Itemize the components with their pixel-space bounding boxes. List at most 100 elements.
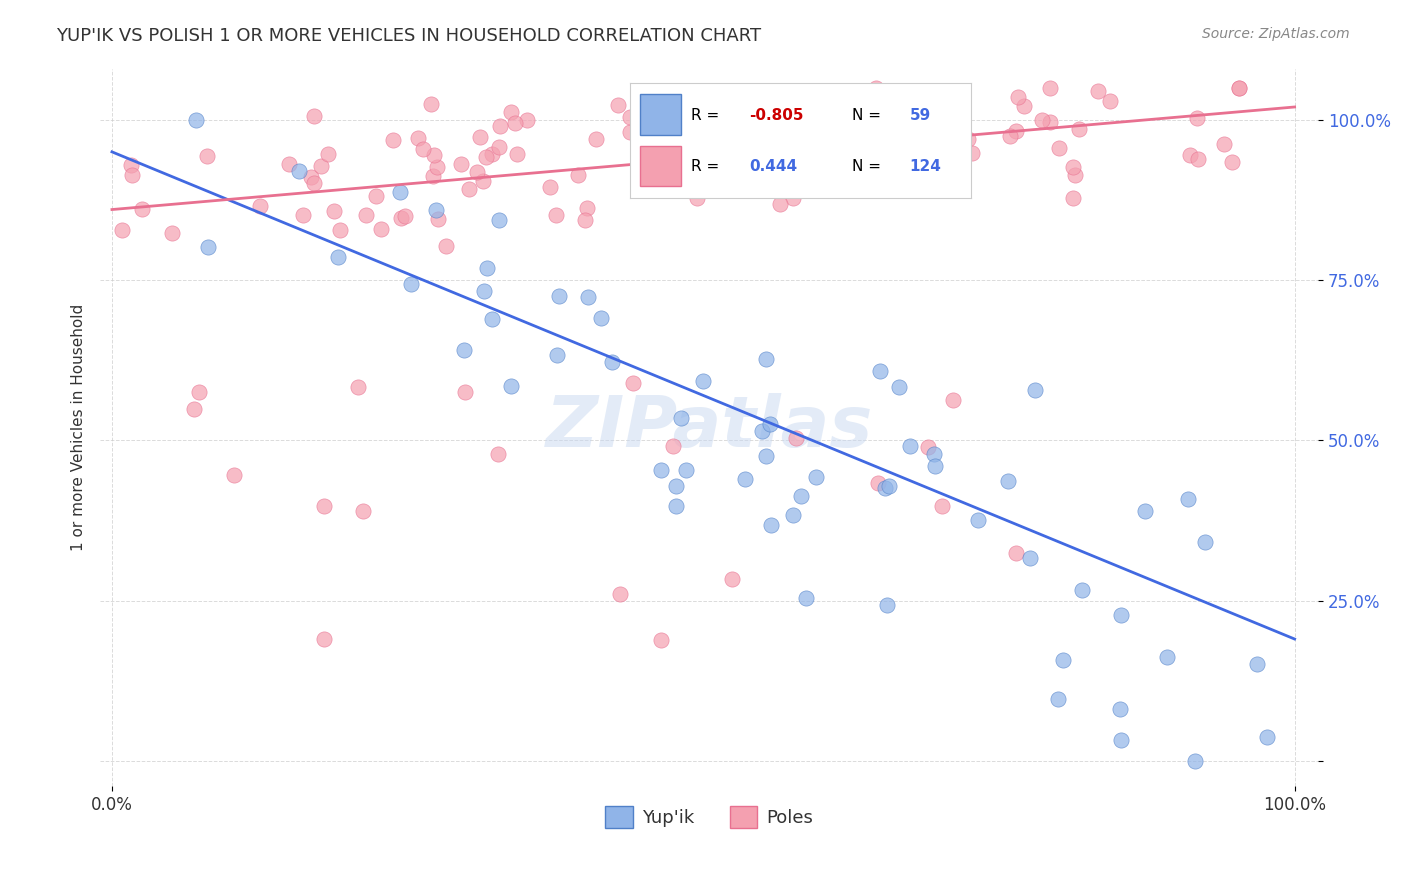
- Point: [567, 168, 589, 182]
- Point: [111, 223, 134, 237]
- Point: [1007, 90, 1029, 104]
- Point: [546, 348, 568, 362]
- Point: [434, 238, 457, 252]
- Point: [249, 199, 271, 213]
- Point: [501, 105, 523, 120]
- Point: [650, 463, 672, 477]
- Point: [1004, 123, 1026, 137]
- Point: [876, 598, 898, 612]
- Point: [675, 463, 697, 477]
- Point: [948, 155, 970, 169]
- Point: [785, 431, 807, 445]
- Point: [465, 165, 488, 179]
- Point: [1187, 152, 1209, 166]
- Point: [352, 503, 374, 517]
- Point: [600, 355, 623, 369]
- Point: [922, 446, 945, 460]
- Point: [761, 517, 783, 532]
- Text: YUP'IK VS POLISH 1 OR MORE VEHICLES IN HOUSEHOLD CORRELATION CHART: YUP'IK VS POLISH 1 OR MORE VEHICLES IN H…: [56, 27, 762, 45]
- Point: [806, 469, 828, 483]
- Point: [828, 173, 851, 187]
- Point: [422, 169, 444, 183]
- Point: [309, 160, 332, 174]
- Point: [187, 384, 209, 399]
- Point: [720, 167, 742, 181]
- Point: [425, 203, 447, 218]
- Point: [299, 170, 322, 185]
- Point: [481, 311, 503, 326]
- Point: [499, 379, 522, 393]
- Point: [591, 310, 613, 325]
- Point: [1098, 95, 1121, 109]
- Point: [471, 174, 494, 188]
- Point: [426, 160, 449, 174]
- Point: [475, 150, 498, 164]
- Point: [388, 185, 411, 199]
- Point: [450, 157, 472, 171]
- Point: [399, 277, 422, 291]
- Point: [668, 110, 690, 124]
- Point: [873, 482, 896, 496]
- Point: [453, 385, 475, 400]
- Point: [692, 374, 714, 388]
- Point: [814, 115, 837, 129]
- Point: [186, 112, 208, 127]
- Point: [800, 144, 823, 158]
- Point: [381, 133, 404, 147]
- Point: [650, 633, 672, 648]
- Point: [1024, 384, 1046, 398]
- Point: [721, 572, 744, 586]
- Point: [326, 250, 349, 264]
- Point: [364, 189, 387, 203]
- Point: [662, 439, 685, 453]
- Point: [931, 499, 953, 513]
- Point: [755, 449, 778, 463]
- Point: [121, 168, 143, 182]
- Point: [917, 441, 939, 455]
- Point: [1062, 191, 1084, 205]
- Point: [302, 176, 325, 190]
- Point: [1156, 650, 1178, 665]
- Point: [576, 290, 599, 304]
- Point: [1177, 491, 1199, 506]
- Point: [960, 146, 983, 161]
- Point: [1062, 161, 1084, 175]
- Point: [918, 140, 941, 154]
- Point: [419, 97, 441, 112]
- Point: [898, 439, 921, 453]
- Point: [1038, 80, 1060, 95]
- Point: [427, 212, 450, 227]
- Point: [468, 130, 491, 145]
- Point: [789, 489, 811, 503]
- Point: [782, 508, 804, 522]
- Text: ZIPatlas: ZIPatlas: [546, 393, 873, 462]
- Point: [866, 476, 889, 491]
- Point: [818, 138, 841, 153]
- Point: [794, 146, 817, 161]
- Point: [1256, 730, 1278, 744]
- Point: [752, 105, 775, 120]
- Point: [1047, 141, 1070, 155]
- Point: [782, 191, 804, 205]
- Point: [950, 122, 973, 136]
- Point: [277, 157, 299, 171]
- Point: [489, 119, 512, 133]
- Point: [889, 380, 911, 394]
- Point: [585, 131, 607, 145]
- Point: [1178, 148, 1201, 162]
- Point: [811, 110, 834, 124]
- Point: [503, 116, 526, 130]
- Point: [666, 124, 689, 138]
- Point: [412, 142, 434, 156]
- Point: [314, 499, 336, 513]
- Point: [882, 89, 904, 103]
- Point: [943, 127, 966, 141]
- Point: [865, 80, 887, 95]
- Point: [713, 112, 735, 127]
- Point: [1109, 732, 1132, 747]
- Point: [773, 161, 796, 175]
- Point: [1031, 112, 1053, 127]
- Point: [475, 260, 498, 275]
- Point: [706, 157, 728, 171]
- Point: [389, 211, 412, 226]
